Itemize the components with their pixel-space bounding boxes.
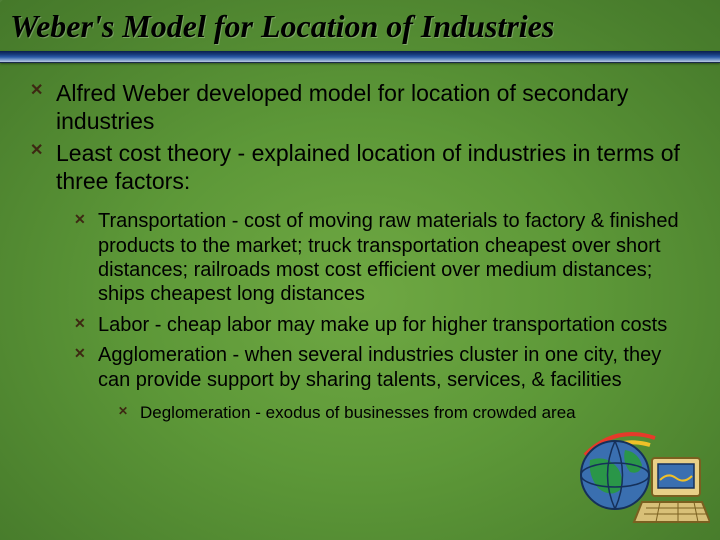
list-item: Labor - cheap labor may make up for high… [74,313,696,337]
list-item: Alfred Weber developed model for locatio… [30,79,696,135]
globe-computer-clipart [560,420,710,530]
bullet-list-level2: Transportation - cost of moving raw mate… [74,209,696,423]
title-underline [0,51,720,63]
bullet-list-level1: Alfred Weber developed model for locatio… [30,79,696,423]
slide-body: Alfred Weber developed model for locatio… [0,63,720,439]
list-item: Least cost theory - explained location o… [30,139,696,423]
list-item: Agglomeration - when several industries … [74,343,696,423]
list-item-text: Least cost theory - explained location o… [56,140,680,194]
slide-title: Weber's Model for Location of Industries [0,0,720,51]
list-item: Transportation - cost of moving raw mate… [74,209,696,307]
list-item-text: Agglomeration - when several industries … [98,344,661,390]
